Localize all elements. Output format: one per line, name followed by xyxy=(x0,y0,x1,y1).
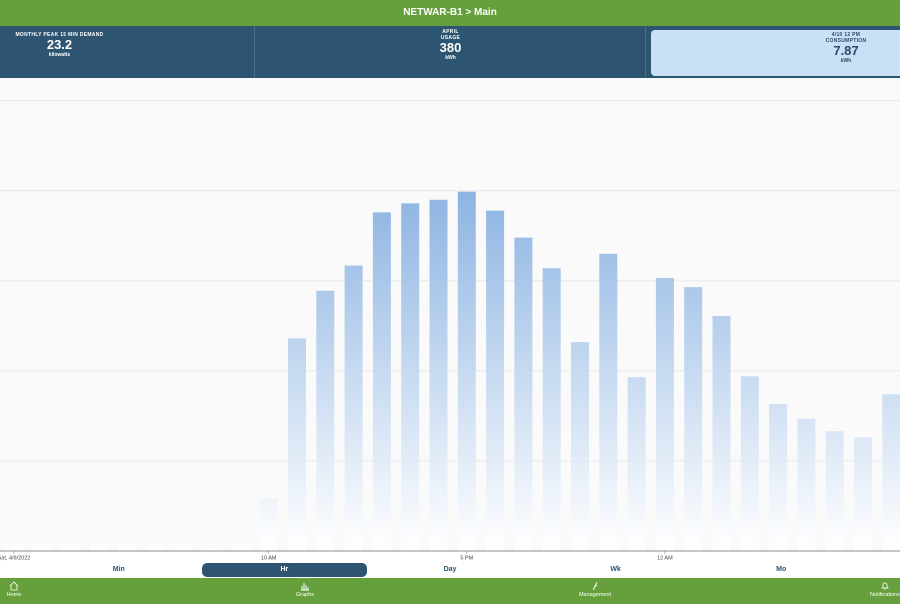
plot-area xyxy=(0,78,900,551)
range-tab[interactable]: Mo xyxy=(776,566,787,573)
x-tick-label: 10 AM xyxy=(261,555,277,561)
bar xyxy=(712,315,731,551)
bar xyxy=(372,212,391,551)
bar xyxy=(655,278,674,551)
bar xyxy=(316,290,335,551)
bar xyxy=(146,544,165,551)
bar xyxy=(542,268,561,551)
card-label: APRIL xyxy=(442,29,459,35)
bar xyxy=(203,548,222,551)
nav-label: Graphs xyxy=(295,592,315,598)
range-tab[interactable]: Day xyxy=(443,566,457,573)
bottom-nav: Home Graphs Management Notifications xyxy=(0,578,900,604)
bar xyxy=(118,544,137,551)
range-tab[interactable]: Min xyxy=(112,566,125,573)
bar xyxy=(486,210,505,551)
nav-label: Management xyxy=(578,592,612,598)
bar xyxy=(61,544,80,551)
bar xyxy=(571,342,589,551)
card-value: 380 xyxy=(439,40,462,55)
nav-notifications[interactable]: Notifications xyxy=(845,581,900,598)
x-tick-label: 5 PM xyxy=(460,555,473,561)
summary-card[interactable]: APRIL USAGE 380 kWh xyxy=(256,26,646,78)
nav-management[interactable]: Management xyxy=(555,581,635,598)
nav-label: Notifications xyxy=(870,592,900,598)
bar xyxy=(401,203,420,551)
bar xyxy=(769,404,788,551)
bar xyxy=(599,253,618,551)
nav-home[interactable]: Home xyxy=(0,581,54,598)
bar xyxy=(259,498,278,551)
summary-card[interactable]: 4/10 12 PM CONSUMPTION 7.87 kWh xyxy=(651,30,900,76)
range-tabs: Min Hr Day Wk Mo xyxy=(36,563,864,577)
card-label: 4/10 12 PM xyxy=(831,32,861,38)
bar xyxy=(825,431,844,551)
bar xyxy=(882,394,900,551)
card-label: USAGE xyxy=(440,35,461,41)
bar xyxy=(174,544,193,551)
range-tab[interactable]: Wk xyxy=(610,566,621,573)
bar xyxy=(231,544,250,551)
bar xyxy=(854,437,872,551)
bar xyxy=(684,287,703,551)
chart: Sat, 4/9/2022 10 AM 5 PM 12 AM xyxy=(0,78,900,561)
x-tick-label: Sat, 4/9/2022 xyxy=(0,555,30,561)
card-unit: kWh xyxy=(445,55,456,61)
card-label: CONSUMPTION xyxy=(825,38,867,44)
bar xyxy=(457,191,476,551)
bar xyxy=(740,376,759,551)
card-label: MONTHLY PEAK 15 MIN DEMAND xyxy=(15,32,104,38)
summary-cards: MONTHLY PEAK 15 MIN DEMAND 23.2 kilowatts A… xyxy=(0,26,900,78)
bar xyxy=(89,544,108,551)
bar xyxy=(797,418,816,551)
bar xyxy=(514,237,533,551)
card-value: 7.87 xyxy=(833,43,859,58)
card-unit: kWh xyxy=(840,58,852,64)
bar xyxy=(429,199,448,551)
bar xyxy=(5,544,23,551)
nav-graphs[interactable]: Graphs xyxy=(265,581,345,598)
bar xyxy=(344,265,363,551)
bar xyxy=(288,338,306,551)
bar xyxy=(627,377,646,551)
nav-label: Home xyxy=(6,592,22,598)
summary-card[interactable]: MONTHLY PEAK 15 MIN DEMAND 23.2 kilowatts xyxy=(0,26,255,78)
bar xyxy=(33,544,52,551)
card-unit: kilowatts xyxy=(48,52,71,58)
header-title: NETWAR-B1 > Main xyxy=(0,0,900,26)
range-tab[interactable]: Hr xyxy=(201,563,368,577)
card-value: 23.2 xyxy=(46,37,73,52)
x-tick-label: 12 AM xyxy=(657,555,673,561)
